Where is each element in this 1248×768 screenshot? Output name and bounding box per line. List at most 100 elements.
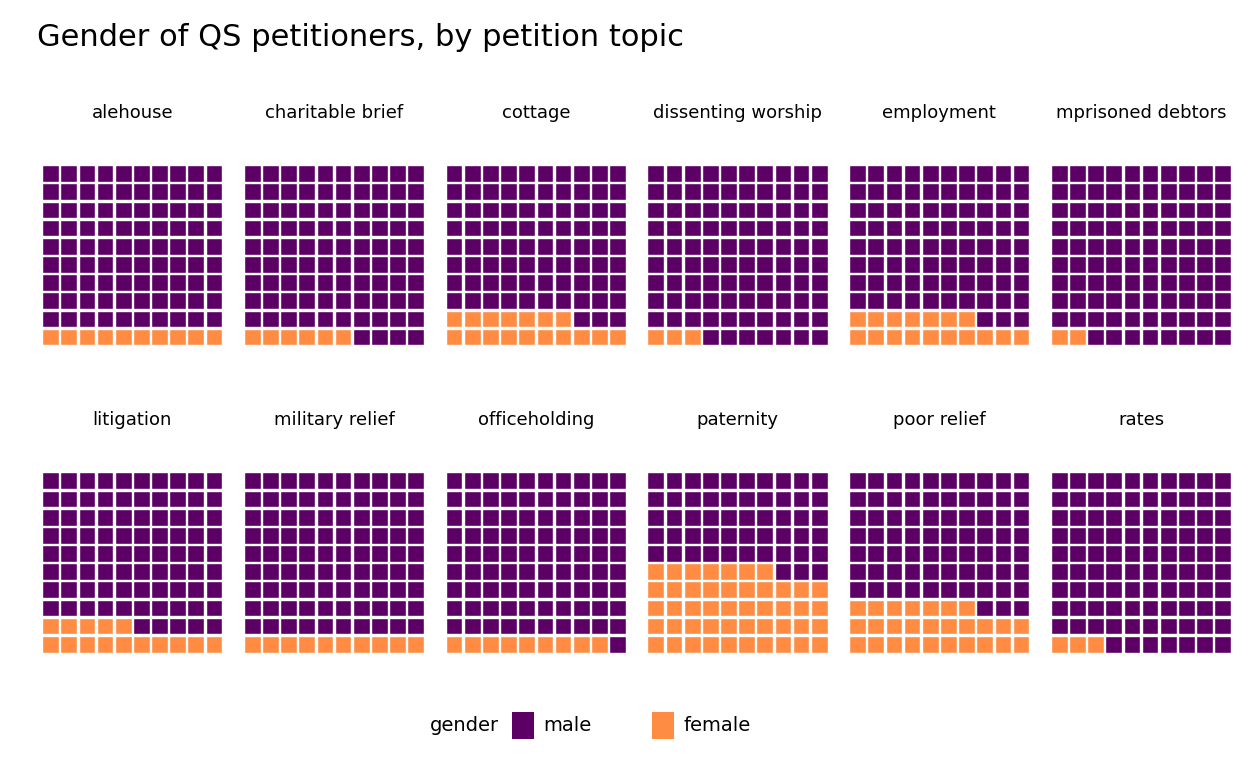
Bar	[792, 581, 810, 598]
Bar	[115, 509, 131, 525]
Text: poor relief: poor relief	[894, 411, 986, 429]
Bar	[79, 256, 95, 273]
Bar	[464, 509, 480, 525]
Text: Gender of QS petitioners, by petition topic: Gender of QS petitioners, by petition to…	[37, 23, 684, 52]
Bar	[867, 256, 884, 273]
Bar	[334, 256, 352, 273]
Bar	[665, 527, 683, 544]
Bar	[407, 472, 424, 489]
Bar	[1214, 238, 1231, 255]
Bar	[115, 491, 131, 508]
Bar	[482, 509, 499, 525]
Bar	[96, 184, 114, 200]
Bar	[407, 329, 424, 346]
Bar	[701, 509, 719, 525]
Bar	[811, 600, 827, 616]
Bar	[60, 165, 77, 182]
Bar	[60, 472, 77, 489]
Text: dissenting worship: dissenting worship	[653, 104, 822, 121]
Bar	[134, 545, 150, 562]
Bar	[262, 600, 278, 616]
Bar	[592, 545, 608, 562]
Bar	[170, 310, 186, 327]
Bar	[1106, 491, 1122, 508]
Bar	[60, 220, 77, 237]
Bar	[1178, 617, 1194, 634]
Bar	[518, 202, 535, 218]
Bar	[446, 491, 463, 508]
Bar	[1197, 202, 1213, 218]
Bar	[995, 165, 1011, 182]
Bar	[554, 256, 572, 273]
Bar	[554, 563, 572, 580]
Bar	[1214, 563, 1231, 580]
Bar	[1142, 472, 1158, 489]
Bar	[79, 472, 95, 489]
Bar	[1087, 472, 1104, 489]
Bar	[648, 310, 664, 327]
Bar	[389, 220, 406, 237]
Bar	[500, 202, 517, 218]
Bar	[317, 472, 333, 489]
Bar	[811, 636, 827, 653]
Bar	[684, 545, 700, 562]
Bar	[482, 293, 499, 309]
Bar	[976, 527, 993, 544]
Bar	[849, 472, 866, 489]
Bar	[592, 581, 608, 598]
Bar	[1159, 202, 1177, 218]
Bar	[886, 274, 902, 291]
Bar	[134, 220, 150, 237]
Text: male: male	[543, 717, 592, 735]
Bar	[134, 202, 150, 218]
Bar	[756, 491, 774, 508]
Bar	[922, 293, 938, 309]
Bar	[334, 329, 352, 346]
Bar	[96, 509, 114, 525]
Text: female: female	[684, 717, 750, 735]
Bar	[170, 581, 186, 598]
Bar	[1012, 184, 1030, 200]
Bar	[886, 220, 902, 237]
Bar	[573, 184, 589, 200]
Bar	[792, 293, 810, 309]
Bar	[187, 617, 205, 634]
Bar	[648, 202, 664, 218]
Bar	[1123, 202, 1141, 218]
Bar	[958, 184, 975, 200]
Bar	[1197, 527, 1213, 544]
Bar	[775, 472, 791, 489]
Bar	[518, 238, 535, 255]
Bar	[1159, 329, 1177, 346]
Bar	[281, 184, 297, 200]
Bar	[756, 202, 774, 218]
Bar	[1178, 184, 1194, 200]
Bar	[464, 527, 480, 544]
Bar	[206, 274, 222, 291]
Bar	[371, 636, 388, 653]
Bar	[96, 581, 114, 598]
Bar	[134, 491, 150, 508]
Bar	[1070, 274, 1086, 291]
Bar	[334, 581, 352, 598]
Bar	[206, 563, 222, 580]
Bar	[464, 329, 480, 346]
Bar	[995, 545, 1011, 562]
Bar	[371, 165, 388, 182]
Bar	[648, 527, 664, 544]
Bar	[775, 617, 791, 634]
Bar	[811, 509, 827, 525]
Bar	[995, 563, 1011, 580]
Bar	[811, 491, 827, 508]
Bar	[518, 329, 535, 346]
Bar	[537, 581, 553, 598]
Bar	[187, 491, 205, 508]
Bar	[720, 509, 736, 525]
Bar	[756, 617, 774, 634]
Bar	[1159, 238, 1177, 255]
Bar	[1123, 581, 1141, 598]
Bar	[134, 274, 150, 291]
Bar	[446, 636, 463, 653]
Bar	[243, 329, 261, 346]
Bar	[609, 220, 625, 237]
